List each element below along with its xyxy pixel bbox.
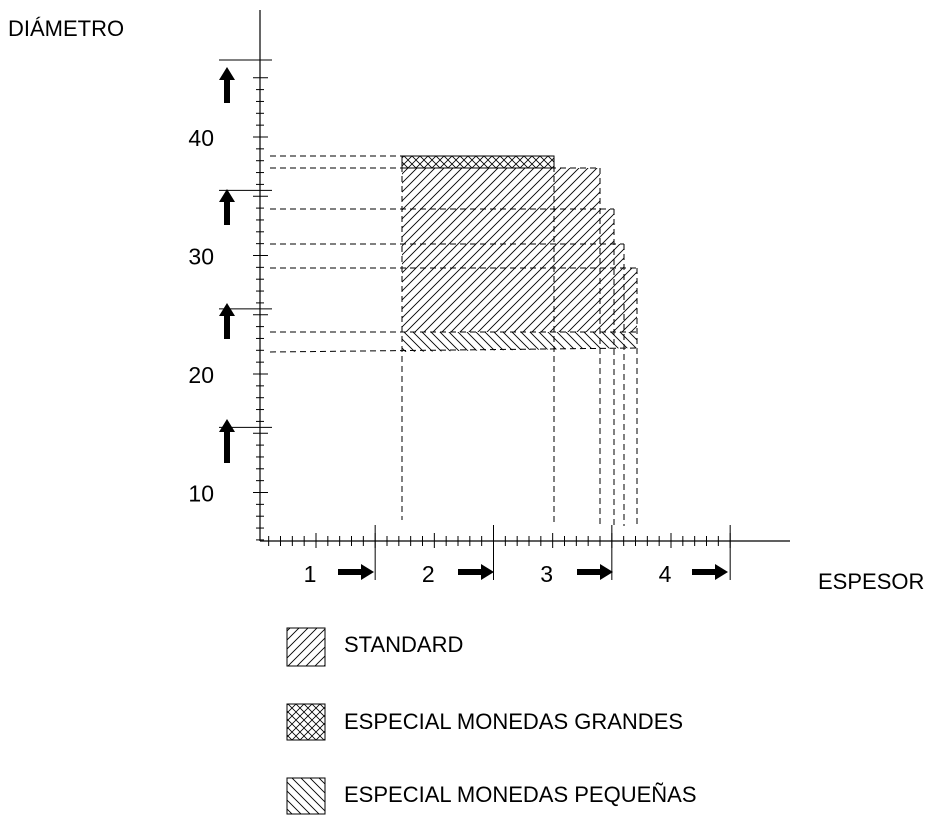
right-arrow-icon (577, 564, 613, 580)
legend-item-especial-monedas-grandes: ESPECIAL MONEDAS GRANDES (286, 703, 683, 741)
up-arrow-icon (219, 67, 235, 103)
legend-label-especial-monedas-pequenas: ESPECIAL MONEDAS PEQUEÑAS (344, 782, 697, 807)
region-especial-monedas-grandes (401, 155, 555, 169)
legend-swatch-standard (286, 627, 326, 667)
y-tick-label: 30 (188, 244, 214, 270)
x-tick-label: 1 (304, 561, 317, 587)
y-axis-ticks (219, 59, 272, 541)
up-arrow-icon (219, 303, 235, 339)
y-tick-label: 10 (188, 481, 214, 507)
legend: STANDARD ESPECIAL MONEDAS GRANDES ESPECI… (286, 627, 697, 815)
right-arrow-icon (458, 564, 494, 580)
x-tick-label: 3 (540, 561, 553, 587)
legend-label-standard: STANDARD (344, 632, 463, 657)
legend-item-especial-monedas-pequenas: ESPECIAL MONEDAS PEQUEÑAS (286, 777, 697, 815)
x-tick-label: 2 (422, 561, 435, 587)
region-especial-monedas-pequenas (402, 332, 637, 352)
axes (259, 10, 790, 542)
right-arrow-icon (692, 564, 728, 580)
dashed-reference-lines (269, 155, 638, 526)
legend-label-especial-monedas-grandes: ESPECIAL MONEDAS GRANDES (344, 709, 683, 734)
arrows (219, 67, 728, 580)
x-tick-labels: 1 2 3 4 (304, 561, 672, 587)
hatched-regions (401, 155, 637, 352)
x-axis-ticks (268, 525, 731, 580)
x-axis-title: ESPESOR (818, 569, 924, 594)
x-tick-label: 4 (659, 561, 672, 587)
legend-swatch-especial-monedas-grandes (286, 703, 326, 741)
region-standard (402, 168, 637, 332)
legend-swatch-especial-monedas-pequenas (286, 777, 326, 815)
up-arrow-icon (219, 189, 235, 225)
right-arrow-icon (338, 564, 374, 580)
legend-item-standard: STANDARD (286, 627, 463, 667)
y-tick-label: 40 (188, 125, 214, 151)
dashed-line (269, 347, 638, 353)
y-tick-label: 20 (188, 362, 214, 388)
y-tick-labels: 10 20 30 40 (188, 125, 214, 507)
y-axis-title: DIÁMETRO (8, 16, 124, 41)
up-arrow-icon (219, 419, 235, 463)
